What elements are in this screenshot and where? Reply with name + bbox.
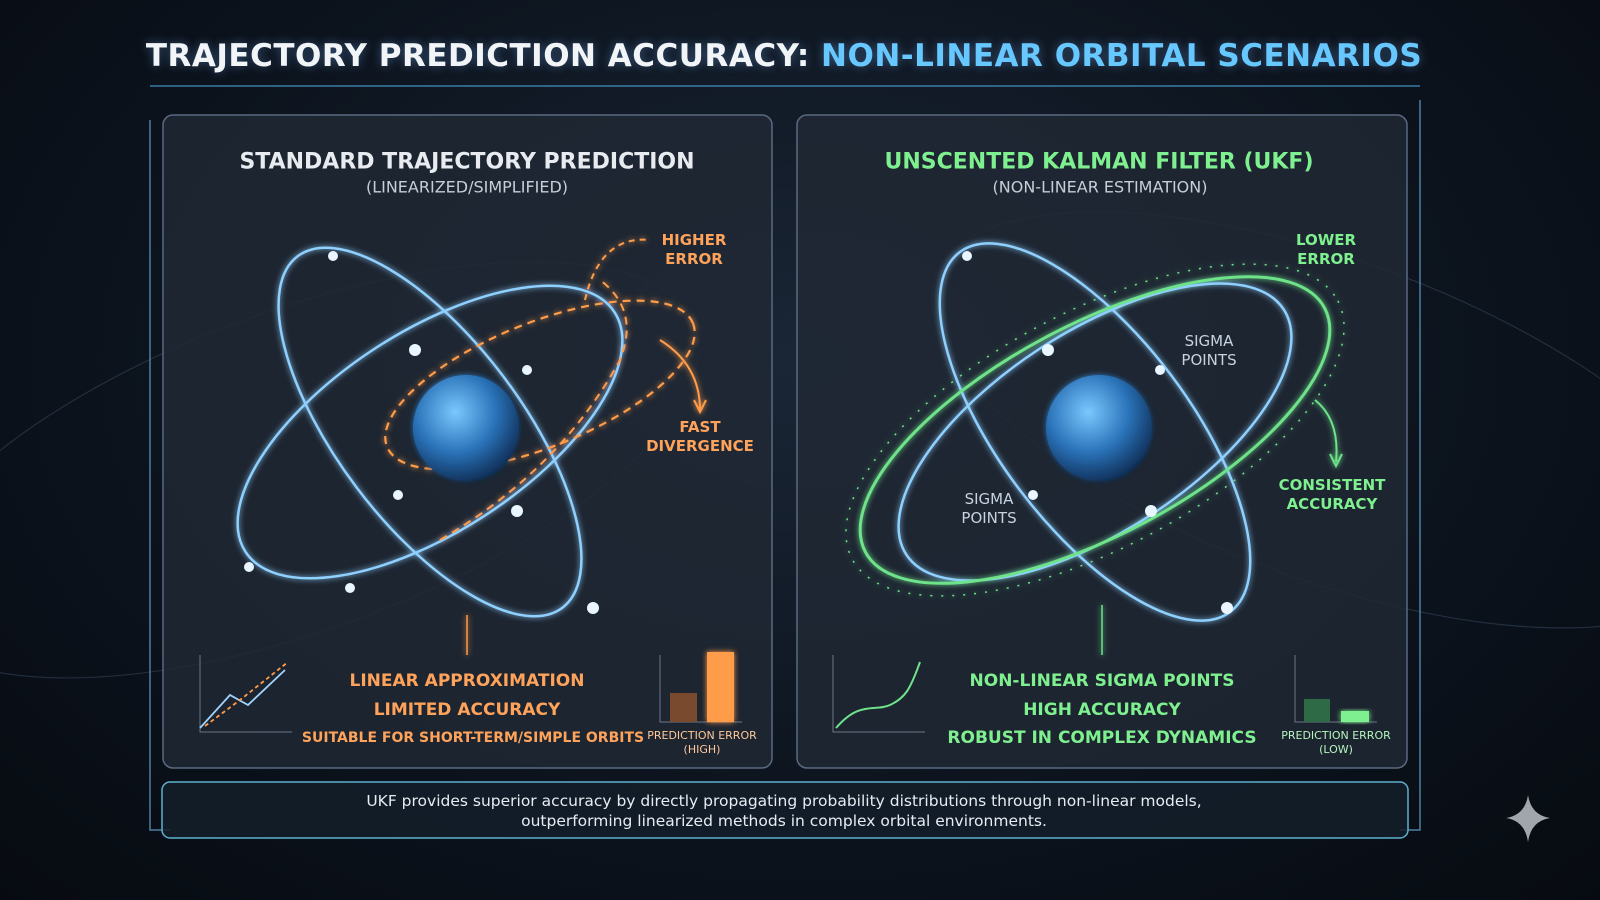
right-bar-chart [1294, 655, 1377, 723]
right-mini-chart [832, 655, 925, 733]
footer-box [161, 781, 1409, 839]
panel-subtitle: (NON-LINEAR ESTIMATION) [992, 177, 1208, 197]
panel-point: HIGH ACCURACY [1023, 700, 1181, 720]
panel-title: UNSCENTED KALMAN FILTER (UKF) [884, 149, 1314, 175]
title: TRAJECTORY PREDICTION ACCURACY: NON-LINE… [146, 38, 1422, 74]
bar-label: PREDICTION ERROR (LOW) [1281, 729, 1391, 756]
left-orbit-points [244, 251, 599, 614]
right-earth [1046, 375, 1152, 481]
left-orbits [236, 238, 707, 655]
panel-point: SUITABLE FOR SHORT-TERM/SIMPLE ORBITS [301, 730, 645, 746]
left-mini-chart [199, 655, 292, 733]
panel-point: ROBUST IN COMPLEX DYNAMICS [947, 728, 1257, 748]
annotation: SIGMA POINTS [1181, 332, 1237, 369]
left-bar-chart [659, 652, 742, 723]
right-orbit-points [962, 251, 1233, 614]
panel-point: LIMITED ACCURACY [373, 700, 561, 720]
panel-title: STANDARD TRAJECTORY PREDICTION [239, 149, 695, 175]
annotation: SIGMA POINTS [961, 490, 1017, 527]
annotation: HIGHER ERROR [661, 231, 727, 268]
footer-line: outperforming linearized methods in comp… [521, 812, 1047, 830]
title-highlight: NON-LINEAR ORBITAL SCENARIOS [821, 38, 1423, 74]
annotation: CONSISTENT ACCURACY [1278, 476, 1386, 513]
panel-subtitle: (LINEARIZED/SIMPLIFIED) [365, 177, 569, 197]
footer-line: UKF provides superior accuracy by direct… [366, 792, 1202, 810]
annotation: LOWER ERROR [1295, 231, 1357, 268]
sparkle-icon [1506, 795, 1550, 842]
panel-point: LINEAR APPROXIMATION [349, 671, 585, 691]
annotation: FAST DIVERGENCE [646, 418, 754, 455]
bar-label: PREDICTION ERROR (HIGH) [647, 729, 757, 756]
title-lead: TRAJECTORY PREDICTION ACCURACY: [145, 38, 810, 74]
left-earth [413, 375, 519, 481]
panel-point: NON-LINEAR SIGMA POINTS [969, 671, 1235, 691]
